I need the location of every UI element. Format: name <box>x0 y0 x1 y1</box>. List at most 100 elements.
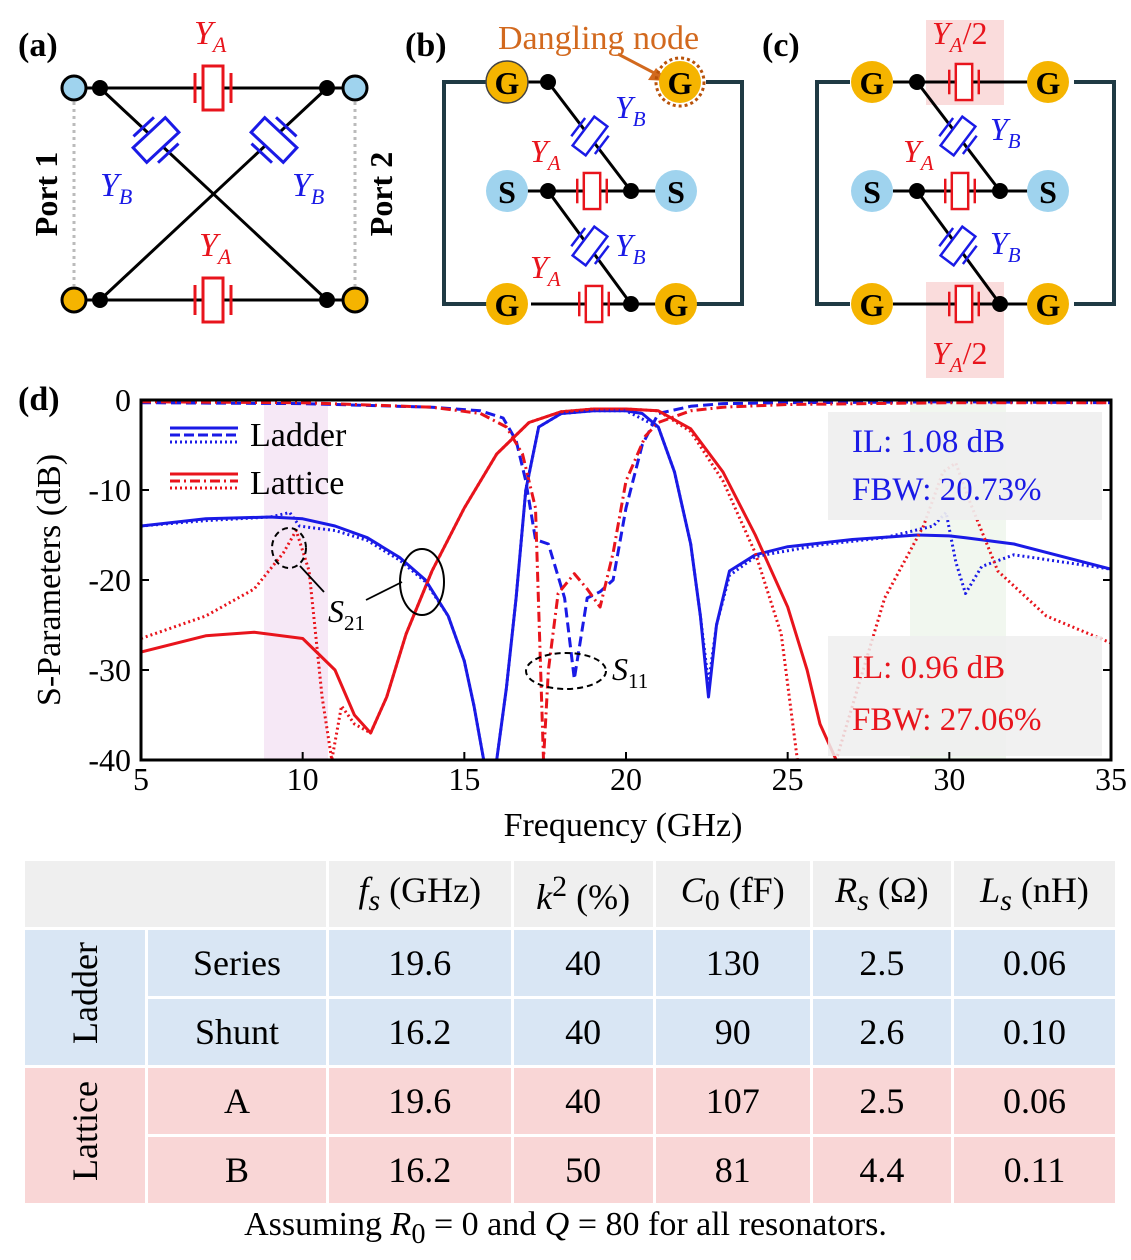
axis-ticks: 5 10 15 20 25 30 35 0 -10 -20 -30 -40 <box>88 382 1127 797</box>
ground-pad-bl <box>486 283 528 325</box>
c-ground-pad-bl-text: G <box>860 287 885 323</box>
c-ground-pad-br <box>1027 283 1069 325</box>
s21-annotation: S21 <box>328 593 365 635</box>
c-signal-pad-right-text: S <box>1039 174 1057 210</box>
c-ground-pad-tr <box>1027 61 1069 103</box>
cell-k2: 40 <box>513 930 653 996</box>
ground-pad-bl-text: G <box>495 287 520 323</box>
cell-fs: 19.6 <box>329 1068 511 1134</box>
y-tick-label: 0 <box>115 382 131 418</box>
header-fs: fs (GHz) <box>329 861 511 927</box>
cell-ls: 0.10 <box>954 999 1115 1065</box>
chart-legend: Ladder Lattice <box>170 417 347 502</box>
ya-bottom-label: YA <box>199 227 232 269</box>
b-ya-bottom-label: YA <box>530 249 561 291</box>
cell-k2: 40 <box>513 1068 653 1134</box>
panel-c: (c) G G S S G G YA/2 YA/2 YB YB YA <box>762 15 1116 378</box>
ya-top-label: YA <box>194 15 227 57</box>
c-signal-pad-left <box>851 170 893 212</box>
cell-rs: 2.6 <box>812 999 952 1065</box>
c-ya-half-bottom-label: YA/2 <box>932 335 988 377</box>
panel-b: (b) Dangling node G G S S G G YB YB <box>405 20 744 325</box>
b-yb-bottom-label: YB <box>615 227 646 269</box>
cell-k2: 50 <box>513 1137 653 1203</box>
row-name: B <box>148 1137 326 1203</box>
panel-b-label: (b) <box>405 27 447 64</box>
c-ground-pad-bl <box>851 283 893 325</box>
c-signal-pad-right <box>1027 170 1069 212</box>
series-line-ladder-s21-dotted <box>141 409 1111 760</box>
header-k2: k2 (%) <box>513 861 653 927</box>
panel-a: (a) YA YA YB YB Port 1 Port 2 <box>18 15 399 324</box>
c-ya-half-top-label: YA/2 <box>932 15 988 57</box>
cell-c0: 90 <box>655 999 810 1065</box>
s21-crossing-marker <box>399 548 445 616</box>
b-yb-top-label: YB <box>615 89 646 131</box>
resonator-c-shunt-bottom <box>934 221 982 271</box>
cell-fs: 16.2 <box>329 1137 511 1203</box>
b-ya-mid-label: YA <box>530 133 561 175</box>
table-row: Ladder Series 19.6 40 130 2.5 0.06 <box>25 930 1115 1065</box>
series-line-ladder-s21 <box>141 409 1111 760</box>
cell-c0: 107 <box>655 1068 810 1134</box>
cell-ls: 0.06 <box>954 1068 1115 1134</box>
c-yb-top-label: YB <box>990 111 1021 153</box>
ladder-info-box <box>828 412 1102 520</box>
cell-c0: 81 <box>655 1137 810 1203</box>
c-ground-pad-br-text: G <box>1036 287 1061 323</box>
group-ladder: Ladder <box>25 930 145 1065</box>
series-line-ladder-s11 <box>141 400 1111 681</box>
row-name: Series <box>148 930 326 996</box>
cell-c0: 130 <box>655 930 810 996</box>
c-yb-bottom-label: YB <box>990 225 1021 267</box>
cell-ls: 0.11 <box>954 1137 1115 1203</box>
ground-pad-tl <box>485 60 529 104</box>
panel-a-label: (a) <box>18 27 58 64</box>
cell-fs: 16.2 <box>329 999 511 1065</box>
lattice-info-box <box>828 636 1102 756</box>
cell-rs: 2.5 <box>812 1068 952 1134</box>
s11-annotation: S11 <box>612 651 648 693</box>
ground-pad-dangling-text: G <box>668 65 693 101</box>
cell-rs: 2.5 <box>812 930 952 996</box>
ground-pad-dangling <box>659 61 701 103</box>
ground-pad-br <box>655 283 697 325</box>
cell-rs: 4.4 <box>812 1137 952 1203</box>
x-tick-label: 5 <box>133 761 149 797</box>
port2-label: Port 2 <box>363 152 399 236</box>
legend-ladder: Ladder <box>250 417 347 454</box>
table-row: B 16.2 50 81 4.4 0.11 <box>25 1137 1115 1203</box>
y-tick-label: -40 <box>88 742 131 778</box>
signal-pad-right-text: S <box>667 174 685 210</box>
signal-pad-right <box>655 170 697 212</box>
port1-ground-node <box>60 286 88 314</box>
group-lattice: Lattice <box>25 1068 145 1203</box>
header-rs: Rs (Ω) <box>812 861 952 927</box>
cell-ls: 0.06 <box>954 930 1115 996</box>
ladder-il: IL: 1.08 dB <box>852 424 1005 460</box>
resonator-b-shunt-bottom <box>566 221 614 271</box>
series-line-lattice-s11 <box>141 400 1111 760</box>
port2-ground-node <box>341 286 369 314</box>
cell-k2: 40 <box>513 999 653 1065</box>
lattice-fbw: FBW: 27.06% <box>852 702 1041 738</box>
table-row: Shunt 16.2 40 90 2.6 0.10 <box>25 999 1115 1065</box>
lattice-il: IL: 0.96 dB <box>852 650 1005 686</box>
panel-d-label: (d) <box>18 381 60 418</box>
cell-fs: 19.6 <box>329 930 511 996</box>
port2-signal-node <box>341 74 369 102</box>
c-ya-mid-label: YA <box>903 133 934 175</box>
resonator-b-shunt-top <box>566 111 614 161</box>
c-ground-pad-tl-text: G <box>860 65 885 101</box>
figure-canvas: (a) YA YA YB YB Port 1 Port 2 (b) Dangli… <box>18 15 1127 844</box>
yb-left-label: YB <box>100 167 132 209</box>
port1-signal-node <box>60 74 88 102</box>
region-lower-spurious <box>264 400 328 760</box>
x-tick-label: 30 <box>933 761 965 797</box>
ground-pad-br-text: G <box>664 287 689 323</box>
y-tick-label: -20 <box>88 562 131 598</box>
x-tick-label: 10 <box>287 761 319 797</box>
table-footnote: Assuming R0 = 0 and Q = 80 for all reson… <box>244 1206 887 1250</box>
port1-label: Port 1 <box>28 152 64 236</box>
header-c0: C0 (fF) <box>655 861 810 927</box>
